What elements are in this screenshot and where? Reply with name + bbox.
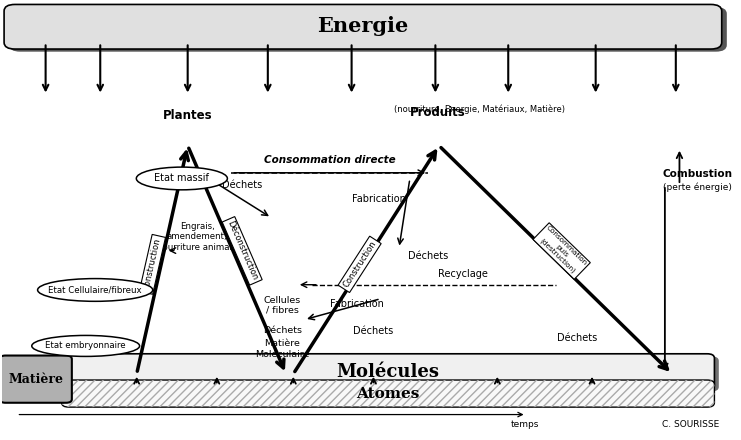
Text: Engrais,
amendement,
nourriture animale: Engrais, amendement, nourriture animale	[157, 222, 237, 252]
Text: Etat massif: Etat massif	[154, 173, 209, 183]
Text: Cellules
/ fibres: Cellules / fibres	[264, 296, 301, 315]
Text: Atomes: Atomes	[356, 387, 419, 400]
Text: Déconstruction: Déconstruction	[225, 220, 259, 282]
Text: Déchets: Déchets	[353, 326, 393, 337]
FancyBboxPatch shape	[66, 356, 719, 392]
Ellipse shape	[136, 167, 227, 190]
Text: Recyclage: Recyclage	[438, 269, 488, 279]
Text: Construction: Construction	[342, 239, 378, 290]
FancyBboxPatch shape	[0, 356, 72, 403]
Text: Energie: Energie	[317, 16, 408, 37]
FancyBboxPatch shape	[4, 4, 722, 49]
Text: Déchets: Déchets	[222, 180, 262, 190]
Text: Fabrication: Fabrication	[330, 299, 385, 309]
Text: Produits: Produits	[410, 106, 465, 118]
FancyBboxPatch shape	[62, 380, 714, 407]
Text: Déchets: Déchets	[263, 326, 302, 335]
FancyBboxPatch shape	[9, 7, 727, 51]
Text: temps: temps	[511, 420, 539, 429]
Text: Matière
Moléculaire: Matière Moléculaire	[255, 339, 310, 359]
Text: Etat embryonnaire: Etat embryonnaire	[45, 341, 126, 350]
Ellipse shape	[38, 279, 153, 301]
Text: (nourriture, Energie, Matériaux, Matière): (nourriture, Energie, Matériaux, Matière…	[393, 105, 565, 114]
Text: Construction: Construction	[142, 237, 163, 291]
Text: (perte énergie): (perte énergie)	[663, 183, 732, 192]
Text: Déchets: Déchets	[557, 333, 597, 343]
Text: Etat Cellulaire/fibreux: Etat Cellulaire/fibreux	[48, 286, 142, 294]
FancyBboxPatch shape	[62, 354, 714, 390]
Text: C. SOURISSE: C. SOURISSE	[662, 420, 720, 429]
Text: Déchets: Déchets	[408, 251, 449, 261]
Text: Combustion: Combustion	[662, 169, 733, 179]
Text: Consommation
puis
(destruction): Consommation puis (destruction)	[535, 225, 588, 277]
Text: Matière: Matière	[9, 373, 64, 385]
Ellipse shape	[32, 335, 139, 356]
Text: Plantes: Plantes	[163, 109, 213, 121]
Text: Molécules: Molécules	[336, 363, 439, 381]
Text: Fabrication: Fabrication	[353, 194, 406, 204]
Text: Consommation directe: Consommation directe	[264, 155, 396, 165]
